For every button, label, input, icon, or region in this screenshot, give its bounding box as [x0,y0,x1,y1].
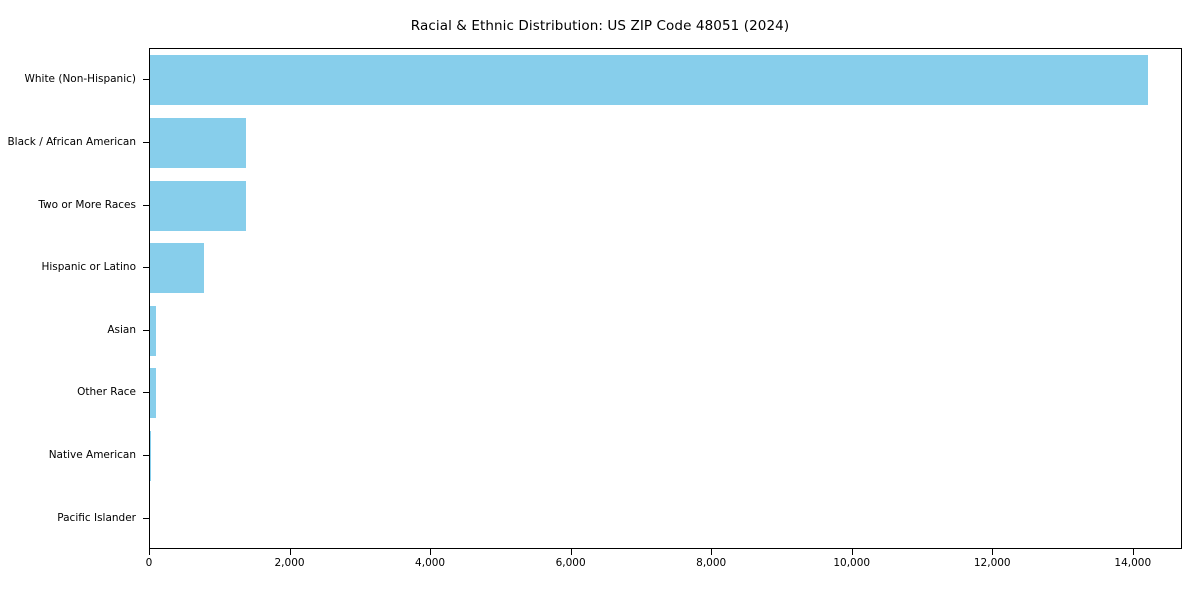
x-axis-ticks: 0 2,000 4,000 6,000 8,000 10,000 12,000 14,000 [145,549,1182,589]
y-tick-label: Native American [48,448,136,461]
bars-layer [150,49,1181,548]
y-tick-mark [143,392,149,394]
x-tick-mark [149,549,150,555]
plot-area [149,48,1182,549]
y-tick-label: Asian [107,323,136,336]
y-tick-mark [143,141,149,143]
x-tick-mark [711,549,713,555]
bar [150,431,152,482]
x-tick-label: 10,000 [833,557,871,569]
y-tick-mark [143,455,149,457]
x-tick-mark [992,549,994,555]
chart-title: Racial & Ethnic Distribution: US ZIP Cod… [410,18,790,34]
x-tick-mark [289,549,291,555]
x-tick-label: 14,000 [1114,557,1152,569]
x-tick-mark [1132,549,1134,555]
bar [150,305,156,356]
bar [150,243,204,294]
x-tick-label: 12,000 [973,557,1011,569]
bar [150,180,247,231]
y-tick-mark [143,329,149,331]
y-tick-label: Black / African American [7,135,136,148]
y-tick-label: Hispanic or Latino [41,260,136,273]
x-tick-mark [851,549,853,555]
x-tick-label: 6,000 [555,557,586,569]
y-tick-label: Two or More Races [38,198,136,211]
y-tick-label: Other Race [77,386,136,399]
bar [150,117,247,168]
y-tick-mark [143,517,149,519]
y-tick-label: White (Non-Hispanic) [24,73,136,86]
x-tick-label: 2,000 [274,557,305,569]
bar [150,55,1148,106]
y-tick-mark [143,267,149,269]
x-tick-mark [430,549,432,555]
y-axis-labels: White (Non-Hispanic) Black / African Amer… [0,48,149,549]
x-tick-mark [570,549,572,555]
x-tick-label: 8,000 [696,557,727,569]
x-tick-label: 0 [145,557,153,569]
x-tick-label: 4,000 [415,557,446,569]
y-tick-mark [143,79,149,81]
y-tick-mark [143,204,149,206]
bar [150,368,156,419]
y-tick-label: Pacific Islander [57,511,136,524]
